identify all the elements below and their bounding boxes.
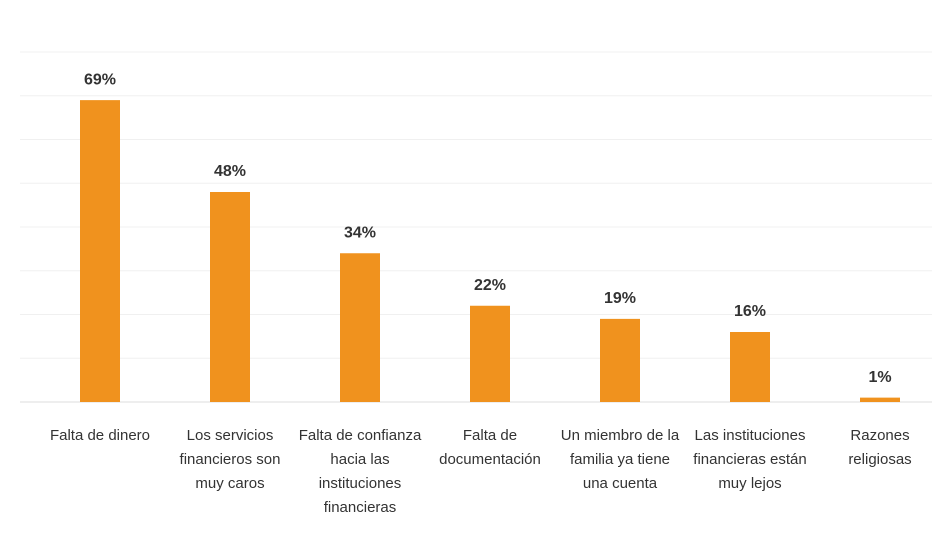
value-label: 69% — [84, 71, 116, 88]
x-tick-label: Falta de documentación — [439, 427, 541, 468]
value-label: 16% — [734, 303, 766, 320]
x-tick-label: Falta de confianza hacia las institucion… — [298, 427, 422, 516]
bar — [210, 192, 250, 402]
bar — [340, 253, 380, 402]
bar — [80, 100, 120, 402]
x-tick-label: Los servicios financieros son muy caros — [179, 427, 281, 492]
value-label: 19% — [604, 290, 636, 307]
x-tick-label: Falta de dinero — [49, 427, 151, 444]
bar — [860, 397, 900, 402]
value-label: 48% — [214, 163, 246, 180]
bar — [730, 332, 770, 402]
value-label: 34% — [344, 224, 376, 241]
x-tick-label: Razones religiosas — [848, 427, 912, 468]
value-label: 1% — [868, 369, 891, 386]
bar — [470, 305, 510, 402]
x-tick-label: Las instituciones financieras están muy … — [693, 427, 807, 492]
x-tick-label: Un miembro de la familia ya tiene una cu… — [560, 427, 680, 492]
bar — [600, 318, 640, 402]
value-label: 22% — [474, 277, 506, 294]
